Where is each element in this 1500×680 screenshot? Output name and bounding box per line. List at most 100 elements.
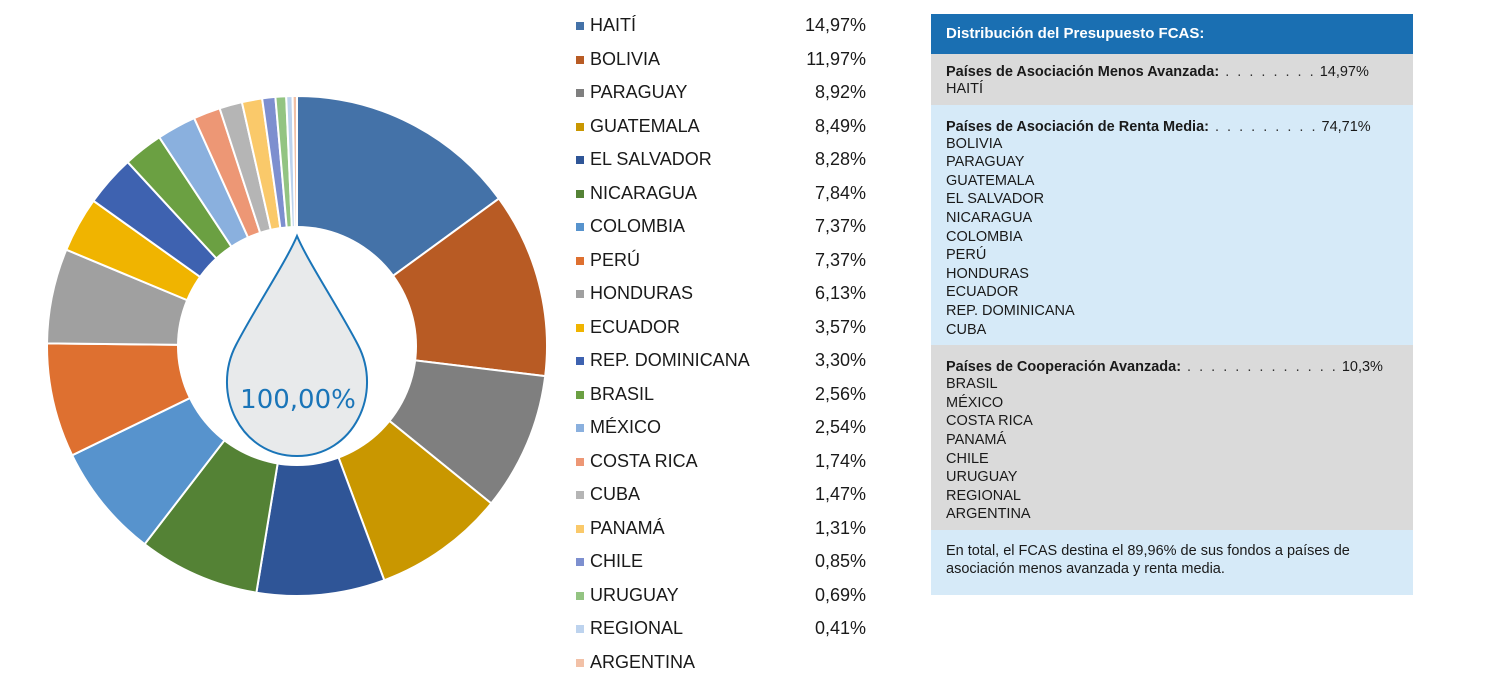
donut-chart: 100,00%: [0, 0, 560, 630]
group-item: COSTA RICA: [946, 412, 1398, 431]
legend-label: COLOMBIA: [590, 216, 685, 237]
group-item: PARAGUAY: [946, 153, 1398, 172]
legend-item: HONDURAS 6,13%: [576, 278, 876, 312]
group-title-line: Países de Asociación de Renta Media: . .…: [946, 119, 1398, 135]
legend-value: 6,13%: [815, 283, 866, 304]
group-item: BRASIL: [946, 375, 1398, 394]
group-item: HAITÍ: [946, 80, 1398, 99]
legend-label: PARAGUAY: [590, 82, 687, 103]
legend-value: 2,56%: [815, 384, 866, 405]
legend-swatch: [576, 156, 584, 164]
group-item: REGIONAL: [946, 487, 1398, 506]
group-title: Países de Asociación de Renta Media:: [946, 119, 1209, 135]
group-least-advanced: Países de Asociación Menos Avanzada: . .…: [931, 54, 1413, 105]
budget-distribution-panel: Distribución del Presupuesto FCAS: Paíse…: [931, 14, 1413, 595]
legend-swatch: [576, 56, 584, 64]
legend-label: MÉXICO: [590, 417, 661, 438]
legend-item: HAITÍ 14,97%: [576, 10, 876, 44]
legend-swatch: [576, 357, 584, 365]
legend-swatch: [576, 89, 584, 97]
legend-swatch: [576, 458, 584, 466]
group-item: EL SALVADOR: [946, 190, 1398, 209]
legend-label: BRASIL: [590, 384, 654, 405]
legend-label: EL SALVADOR: [590, 149, 712, 170]
legend-value: 2,54%: [815, 417, 866, 438]
legend-swatch: [576, 123, 584, 131]
legend-item: COLOMBIA 7,37%: [576, 211, 876, 245]
group-items: HAITÍ: [946, 80, 1398, 99]
legend-value: 8,92%: [815, 82, 866, 103]
legend-value: 1,47%: [815, 484, 866, 505]
legend-value: 1,74%: [815, 451, 866, 472]
legend-label: GUATEMALA: [590, 116, 700, 137]
legend-value: 0,41%: [815, 618, 866, 639]
legend-value: 8,49%: [815, 116, 866, 137]
panel-note: En total, el FCAS destina el 89,96% de s…: [931, 530, 1413, 595]
group-leader-dots: . . . . . . . .: [1219, 64, 1315, 80]
group-middle-income: Países de Asociación de Renta Media: . .…: [931, 105, 1413, 346]
group-value: 10,3%: [1342, 359, 1383, 375]
group-item: CUBA: [946, 321, 1398, 340]
legend-value: 14,97%: [805, 15, 866, 36]
group-leader-dots: . . . . . . . . .: [1209, 119, 1318, 135]
legend-label: COSTA RICA: [590, 451, 698, 472]
group-item: REP. DOMINICANA: [946, 302, 1398, 321]
group-title: Países de Cooperación Avanzada:: [946, 359, 1181, 375]
legend-item: PARAGUAY 8,92%: [576, 77, 876, 111]
legend-swatch: [576, 257, 584, 265]
group-value: 74,71%: [1322, 119, 1371, 135]
center-total-label: 100,00%: [240, 385, 356, 415]
panel-title: Distribución del Presupuesto FCAS:: [931, 14, 1413, 54]
group-item: NICARAGUA: [946, 209, 1398, 228]
legend-value: 0,69%: [815, 585, 866, 606]
legend-value: 7,84%: [815, 183, 866, 204]
group-item: ECUADOR: [946, 283, 1398, 302]
legend-label: CUBA: [590, 484, 640, 505]
group-item: BOLIVIA: [946, 135, 1398, 154]
group-title-line: Países de Asociación Menos Avanzada: . .…: [946, 64, 1398, 80]
legend-swatch: [576, 190, 584, 198]
legend-swatch: [576, 391, 584, 399]
legend-swatch: [576, 592, 584, 600]
legend-label: ARGENTINA: [590, 652, 695, 673]
group-item: COLOMBIA: [946, 228, 1398, 247]
legend-value: 1,31%: [815, 518, 866, 539]
group-item: CHILE: [946, 450, 1398, 469]
legend-value: 3,57%: [815, 317, 866, 338]
legend-swatch: [576, 290, 584, 298]
legend-swatch: [576, 223, 584, 231]
legend-item: BRASIL 2,56%: [576, 379, 876, 413]
legend-label: NICARAGUA: [590, 183, 697, 204]
legend-item: ARGENTINA: [576, 647, 876, 680]
legend-value: 3,30%: [815, 350, 866, 371]
legend-label: REP. DOMINICANA: [590, 350, 750, 371]
legend-value: 7,37%: [815, 216, 866, 237]
group-item: ARGENTINA: [946, 505, 1398, 524]
legend-label: HONDURAS: [590, 283, 693, 304]
legend-label: ECUADOR: [590, 317, 680, 338]
group-item: MÉXICO: [946, 394, 1398, 413]
legend-swatch: [576, 491, 584, 499]
legend-swatch: [576, 558, 584, 566]
legend-label: PANAMÁ: [590, 518, 665, 539]
group-value: 14,97%: [1320, 64, 1369, 80]
legend-label: HAITÍ: [590, 15, 636, 36]
legend-item: ECUADOR 3,57%: [576, 312, 876, 346]
legend-label: PERÚ: [590, 250, 640, 271]
legend-label: BOLIVIA: [590, 49, 660, 70]
legend-item: GUATEMALA 8,49%: [576, 111, 876, 145]
legend-value: 8,28%: [815, 149, 866, 170]
group-item: PERÚ: [946, 246, 1398, 265]
legend-swatch: [576, 324, 584, 332]
legend-swatch: [576, 625, 584, 633]
group-title: Países de Asociación Menos Avanzada:: [946, 64, 1219, 80]
legend-item: REP. DOMINICANA 3,30%: [576, 345, 876, 379]
legend-label: CHILE: [590, 551, 643, 572]
legend-swatch: [576, 659, 584, 667]
group-item: URUGUAY: [946, 468, 1398, 487]
